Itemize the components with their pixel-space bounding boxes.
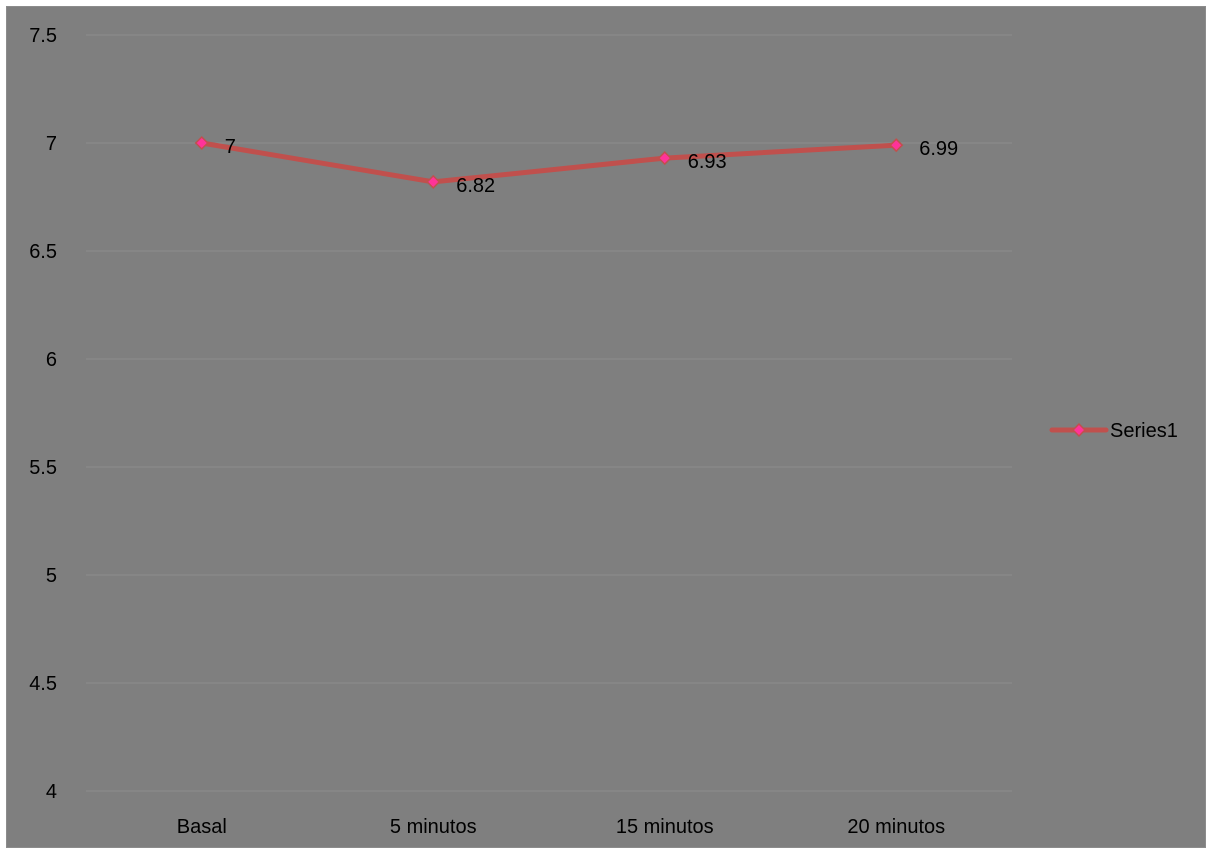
y-tick-label: 6.5 [29,241,57,263]
data-label: 6.99 [919,138,958,160]
data-label: 6.82 [456,175,495,197]
y-tick-label: 5 [46,565,57,587]
y-tick-label: 4 [46,781,57,803]
series-layer: 7 6.82 6.93 6.99 [194,135,958,197]
gridlines [86,34,1012,792]
x-tick-label: 5 minutos [390,816,477,838]
x-tick-label: Basal [177,816,227,838]
data-point-marker [657,151,672,166]
data-point-marker [426,174,441,189]
data-label: 7 [225,136,236,158]
data-point-marker [889,138,904,153]
data-point-marker [194,135,209,151]
y-axis-tick-labels: 4 4.5 5 5.5 6 6.5 7 7.5 [29,25,57,803]
y-tick-label: 6 [46,349,57,371]
y-tick-label: 7.5 [29,25,57,47]
series-line [199,140,899,185]
x-tick-label: 15 minutos [616,816,714,838]
legend: Series1 [1049,420,1178,442]
y-tick-label: 7 [46,133,57,155]
data-label: 6.93 [688,151,727,173]
x-axis-tick-labels: Basal 5 minutos 15 minutos 20 minutos [177,816,945,838]
legend-marker-swatch [1071,422,1087,438]
x-tick-label: 20 minutos [847,816,945,838]
y-tick-label: 5.5 [29,457,57,479]
y-tick-label: 4.5 [29,673,57,695]
legend-label: Series1 [1110,420,1178,442]
chart-frame [6,6,1206,848]
